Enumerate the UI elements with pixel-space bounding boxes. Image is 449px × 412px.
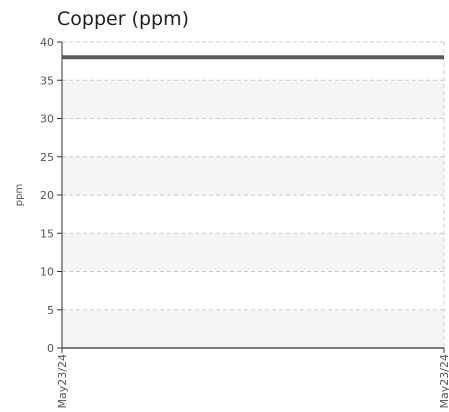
grid-band (62, 156, 444, 195)
grid-band (62, 309, 444, 348)
x-axis-ticks: May23/24 May23/24 (56, 348, 449, 408)
y-tick-label: 15 (40, 227, 54, 240)
x-tick-label: May23/24 (56, 354, 69, 408)
chart-title: Copper (ppm) (57, 8, 190, 30)
x-tick-label: May23/24 (438, 354, 449, 408)
y-tick-label: 0 (47, 342, 54, 355)
grid-band (62, 233, 444, 272)
y-tick-label: 30 (40, 113, 54, 126)
y-axis-label: ppm (14, 184, 25, 206)
grid-band (62, 80, 444, 119)
y-axis-ticks: 0 5 10 15 20 25 30 35 40 (40, 36, 62, 355)
y-tick-label: 35 (40, 74, 54, 87)
y-tick-label: 20 (40, 189, 54, 202)
y-tick-label: 10 (40, 266, 54, 279)
chart-bands (62, 80, 444, 348)
y-tick-label: 40 (40, 36, 54, 49)
y-tick-label: 5 (47, 304, 54, 317)
y-tick-label: 25 (40, 151, 54, 164)
